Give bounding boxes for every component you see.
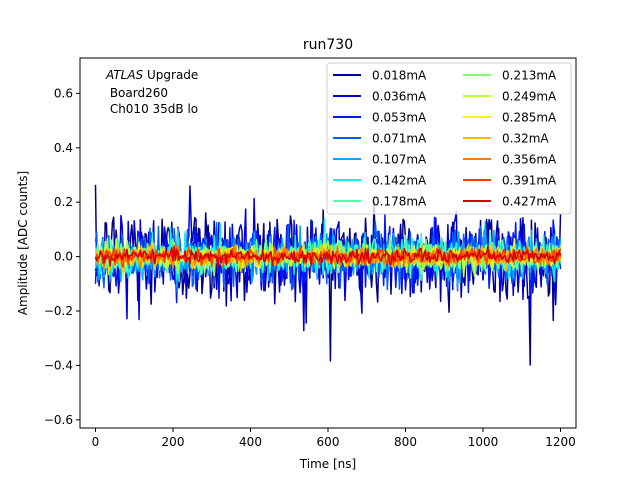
legend-label: 0.107mA [372, 153, 427, 167]
annotation-upgrade-label: Upgrade [143, 68, 198, 82]
y-axis-title: Amplitude [ADC counts] [16, 171, 30, 315]
x-tick-label: 200 [162, 435, 185, 449]
series-line-0.427mA [94, 245, 562, 269]
series-layer [94, 184, 562, 366]
legend-label: 0.391mA [502, 174, 557, 188]
y-tick-label: 0.0 [54, 250, 73, 264]
legend-box [326, 62, 572, 215]
x-tick-label: 1000 [468, 435, 499, 449]
x-tick-label: 0 [92, 435, 100, 449]
legend-label: 0.427mA [502, 195, 557, 209]
legend-label: 0.071mA [372, 132, 427, 146]
annotation-atlas-label: ATLAS [105, 68, 144, 82]
legend-label: 0.213mA [502, 69, 557, 83]
legend-item: 0.107mA [333, 153, 427, 167]
y-axis-ticks: −0.6 −0.4 −0.2 0.0 0.2 0.4 0.6 [44, 86, 80, 427]
y-tick-label: 0.4 [54, 141, 73, 155]
chart-title: run730 [303, 37, 353, 53]
legend-item: 0.018mA [333, 69, 427, 83]
x-tick-label: 800 [394, 435, 417, 449]
annotation-line-2: Board260 [106, 86, 168, 100]
legend-label: 0.178mA [372, 195, 427, 209]
y-tick-label: 0.6 [54, 86, 73, 100]
legend-item: 0.32mA [463, 132, 549, 146]
y-tick-label: −0.4 [44, 358, 73, 372]
x-tick-label: 1200 [545, 435, 576, 449]
y-tick-label: 0.2 [54, 195, 73, 209]
legend-item: 0.053mA [333, 111, 427, 125]
legend-label: 0.053mA [372, 111, 427, 125]
legend-item: 0.142mA [333, 174, 427, 188]
legend-item: 0.178mA [333, 195, 427, 209]
x-tick-label: 600 [317, 435, 340, 449]
annotation-line-1: ATLAS Upgrade [105, 68, 198, 82]
annotation-line-3: Ch010 35dB lo [106, 102, 198, 116]
legend-label: 0.32mA [502, 132, 549, 146]
legend-item: 0.391mA [463, 174, 557, 188]
series-line-0.391mA [94, 246, 562, 268]
legend-label: 0.285mA [502, 111, 557, 125]
legend-item: 0.356mA [463, 153, 557, 167]
y-tick-label: −0.6 [44, 413, 73, 427]
legend-item: 0.249mA [463, 90, 557, 104]
x-tick-label: 400 [239, 435, 262, 449]
legend-item: 0.036mA [333, 90, 427, 104]
y-tick-label: −0.2 [44, 304, 73, 318]
legend-label: 0.036mA [372, 90, 427, 104]
series-line-0.036mA [94, 185, 562, 332]
legend: 0.018mA 0.036mA 0.053mA 0.071mA 0.107mA 0.142… [326, 62, 572, 215]
legend-item: 0.071mA [333, 132, 427, 146]
x-axis-ticks: 0 200 400 600 800 1000 1200 [92, 428, 576, 449]
atlas-annotation: ATLAS Upgrade Board260 Ch010 35dB lo [105, 68, 198, 116]
legend-label: 0.356mA [502, 153, 557, 167]
legend-label: 0.018mA [372, 69, 427, 83]
legend-item: 0.427mA [463, 195, 557, 209]
legend-item: 0.285mA [463, 111, 557, 125]
legend-label: 0.249mA [502, 90, 557, 104]
legend-label: 0.142mA [372, 174, 427, 188]
legend-item: 0.213mA [463, 69, 557, 83]
x-axis-title: Time [ns] [299, 457, 356, 471]
